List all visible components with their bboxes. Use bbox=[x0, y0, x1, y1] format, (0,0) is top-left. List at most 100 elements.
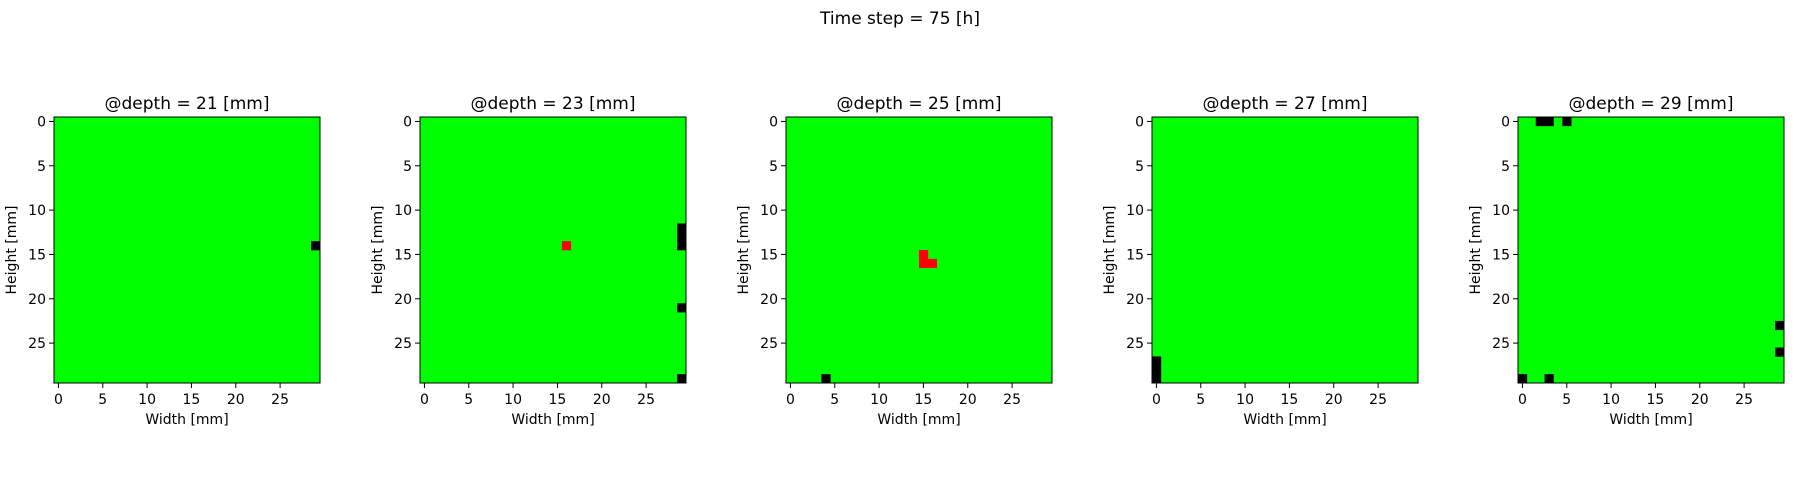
y-tick-label: 15 bbox=[1492, 247, 1510, 263]
x-tick-label: 15 bbox=[1647, 392, 1665, 408]
y-tick-label: 0 bbox=[403, 114, 412, 130]
y-tick-label: 5 bbox=[769, 159, 778, 175]
x-tick-label: 20 bbox=[1691, 392, 1709, 408]
x-tick-label: 25 bbox=[1369, 392, 1387, 408]
x-tick-label: 25 bbox=[1735, 392, 1753, 408]
panel-2: @depth = 23 [mm] 0 5 10 15 20 25 0 5 10 15 20 25 Widt… bbox=[370, 94, 687, 428]
heatmap-cell bbox=[1562, 117, 1572, 127]
y-tick-label: 10 bbox=[1126, 203, 1144, 219]
x-tick-label: 20 bbox=[227, 392, 245, 408]
panel-title: @depth = 29 [mm] bbox=[1569, 94, 1734, 114]
heatmap-cell bbox=[561, 241, 572, 251]
x-axis-label: Width [mm] bbox=[1609, 412, 1692, 428]
y-tick-label: 0 bbox=[1501, 114, 1510, 130]
axes-frame bbox=[1517, 116, 1785, 384]
x-tick-label: 25 bbox=[1003, 392, 1021, 408]
heatmap-cell bbox=[821, 374, 831, 384]
panels: @depth = 21 [mm] 0 5 10 15 20 25 0 5 10 15 20 25 Widt… bbox=[4, 94, 1785, 428]
y-tick-label: 10 bbox=[394, 203, 412, 219]
y-tick-label: 15 bbox=[760, 247, 778, 263]
heatmap-cell bbox=[1535, 117, 1545, 127]
x-axis-label: Width [mm] bbox=[145, 412, 228, 428]
x-tick-label: 0 bbox=[1518, 392, 1527, 408]
y-tick-label: 25 bbox=[760, 336, 778, 352]
heatmap-cell bbox=[919, 250, 929, 260]
heatmap-cell bbox=[927, 258, 938, 269]
heatmap-cell bbox=[311, 241, 321, 251]
y-axis-label: Height [mm] bbox=[370, 206, 386, 295]
x-tick-label: 25 bbox=[637, 392, 655, 408]
panel-5: @depth = 29 [mm] 0 5 10 15 20 25 0 5 10 15 20 25 Widt… bbox=[1468, 94, 1785, 428]
heatmap-cell bbox=[1518, 374, 1528, 384]
x-tick-label: 0 bbox=[786, 392, 795, 408]
heatmap-cell bbox=[1152, 374, 1162, 384]
y-tick-label: 15 bbox=[1126, 247, 1144, 263]
x-tick-label: 10 bbox=[504, 392, 522, 408]
y-tick-label: 20 bbox=[394, 292, 412, 308]
x-axis-label: Width [mm] bbox=[1243, 412, 1326, 428]
heatmap-cell bbox=[1544, 117, 1554, 127]
y-axis-label: Height [mm] bbox=[1468, 206, 1484, 295]
x-tick-label: 10 bbox=[1602, 392, 1620, 408]
y-tick-label: 5 bbox=[37, 159, 46, 175]
heatmap-cell bbox=[677, 223, 687, 233]
x-tick-label: 20 bbox=[593, 392, 611, 408]
y-tick-label: 25 bbox=[1492, 336, 1510, 352]
x-axis-label: Width [mm] bbox=[511, 412, 594, 428]
x-tick-label: 20 bbox=[959, 392, 977, 408]
heatmap-background bbox=[1152, 117, 1418, 383]
y-axis-label: Height [mm] bbox=[1102, 206, 1118, 295]
y-axis-label: Height [mm] bbox=[736, 206, 752, 295]
y-tick-label: 0 bbox=[769, 114, 778, 130]
y-tick-label: 20 bbox=[28, 292, 46, 308]
x-tick-label: 5 bbox=[98, 392, 107, 408]
panel-title: @depth = 21 [mm] bbox=[105, 94, 270, 114]
axes-frame bbox=[1151, 116, 1419, 384]
x-tick-label: 10 bbox=[138, 392, 156, 408]
heatmap-background bbox=[420, 117, 686, 383]
heatmap-cell bbox=[919, 258, 929, 269]
heatmap-cell bbox=[1544, 374, 1554, 384]
x-tick-label: 20 bbox=[1325, 392, 1343, 408]
y-tick-label: 20 bbox=[1126, 292, 1144, 308]
x-tick-label: 5 bbox=[464, 392, 473, 408]
panel-title: @depth = 23 [mm] bbox=[471, 94, 636, 114]
y-tick-label: 20 bbox=[1492, 292, 1510, 308]
axes-frame bbox=[53, 116, 321, 384]
heatmap-cell bbox=[677, 303, 687, 313]
axes-frame bbox=[419, 116, 687, 384]
heatmap-background bbox=[54, 117, 320, 383]
y-tick-label: 15 bbox=[394, 247, 412, 263]
x-tick-label: 5 bbox=[1196, 392, 1205, 408]
y-tick-label: 25 bbox=[28, 336, 46, 352]
x-tick-label: 10 bbox=[1236, 392, 1254, 408]
x-tick-label: 15 bbox=[549, 392, 567, 408]
heatmap-cell bbox=[1775, 347, 1785, 357]
heatmap-cell bbox=[1152, 365, 1162, 375]
y-tick-label: 15 bbox=[28, 247, 46, 263]
heatmap-cell bbox=[677, 374, 687, 384]
heatmap-cell bbox=[677, 241, 687, 251]
y-tick-label: 10 bbox=[760, 203, 778, 219]
x-tick-label: 15 bbox=[1281, 392, 1299, 408]
x-tick-label: 0 bbox=[420, 392, 429, 408]
panel-1: @depth = 21 [mm] 0 5 10 15 20 25 0 5 10 15 20 25 Widt… bbox=[4, 94, 321, 428]
heatmap-cell bbox=[677, 232, 687, 242]
x-axis-label: Width [mm] bbox=[877, 412, 960, 428]
heatmap-cell bbox=[1152, 356, 1162, 366]
y-tick-label: 25 bbox=[1126, 336, 1144, 352]
panel-3: @depth = 25 [mm] 0 5 10 15 20 25 0 5 10 15 20 25 Widt… bbox=[736, 94, 1053, 428]
y-tick-label: 5 bbox=[1501, 159, 1510, 175]
x-tick-label: 5 bbox=[1562, 392, 1571, 408]
x-tick-label: 15 bbox=[183, 392, 201, 408]
panel-title: @depth = 27 [mm] bbox=[1203, 94, 1368, 114]
figure-title: Time step = 75 [h] bbox=[819, 9, 980, 29]
y-tick-label: 0 bbox=[37, 114, 46, 130]
y-tick-label: 25 bbox=[394, 336, 412, 352]
x-tick-label: 0 bbox=[54, 392, 63, 408]
axes-frame bbox=[785, 116, 1053, 384]
y-tick-label: 10 bbox=[1492, 203, 1510, 219]
panel-4: @depth = 27 [mm] 0 5 10 15 20 25 0 5 10 15 20 25 Widt… bbox=[1102, 94, 1419, 428]
y-tick-label: 5 bbox=[403, 159, 412, 175]
